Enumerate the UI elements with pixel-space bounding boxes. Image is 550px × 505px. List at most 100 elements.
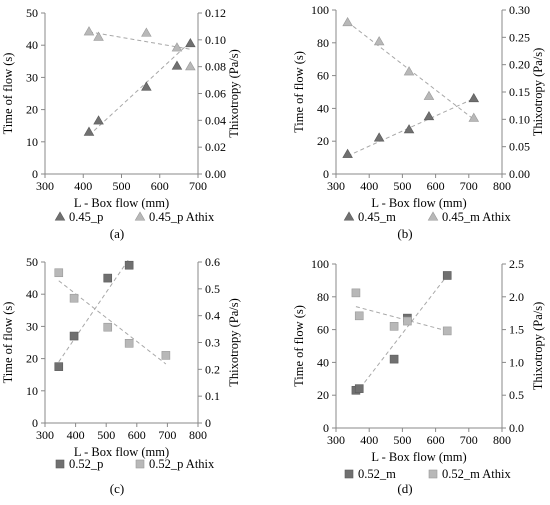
chart-panel-4: 300 400 500 600 700 800 0 20 40 60 80 100 0.0 0.5 1.0 1… xyxy=(292,257,545,496)
y-tick-label: 20 xyxy=(317,388,329,402)
data-point-series-2 xyxy=(351,288,361,298)
data-point-series-2 xyxy=(403,316,412,326)
data-point-series-2 xyxy=(124,339,134,348)
data-point-series-2 xyxy=(103,322,113,332)
y-tick-label: 50 xyxy=(26,255,38,269)
chart-panel-2: 300 400 500 600 700 800 0 20 40 60 80 100 0.00 0.05 0.… xyxy=(292,3,545,241)
x-tick-label: 800 xyxy=(493,179,511,193)
chart-panel-3: 300 400 500 600 700 8000102030405000.10.20.30… xyxy=(1,255,241,496)
y-axis-label: Time of flow (s) xyxy=(292,51,306,133)
trend-line-2 xyxy=(355,306,448,332)
data-point-series-2 xyxy=(161,351,171,360)
y2-tick-label: 0.4 xyxy=(205,309,220,323)
legend-marker xyxy=(427,211,439,221)
data-point-series-1 xyxy=(185,37,196,48)
y-tick-label: 40 xyxy=(26,287,38,301)
data-point-series-2 xyxy=(403,66,415,76)
trend-line-2 xyxy=(58,280,167,365)
y-tick-label: 20 xyxy=(26,103,38,117)
y-tick-label: 60 xyxy=(317,323,329,337)
x-tick-label: 300 xyxy=(327,179,345,193)
y-tick-label: 30 xyxy=(26,319,38,333)
x-axis-label: L - Box flow (mm) xyxy=(371,450,466,464)
legend-marker xyxy=(55,459,65,469)
y2-tick-label: 1.5 xyxy=(509,323,524,337)
trend-line-1 xyxy=(88,41,191,136)
legend-marker xyxy=(134,211,146,221)
data-point-series-2 xyxy=(389,322,399,331)
y-tick-label: 100 xyxy=(311,3,329,17)
y-tick-label: 80 xyxy=(317,36,329,50)
data-point-series-1 xyxy=(403,124,415,134)
legend-label: 0.45_m Athix xyxy=(442,210,512,224)
legend-marker xyxy=(344,469,354,479)
data-point-series-1 xyxy=(103,273,113,283)
y2-tick-label: 0.2 xyxy=(205,362,220,376)
data-point-series-1 xyxy=(373,132,385,142)
y2-tick-label: 0.5 xyxy=(205,282,220,296)
legend-label: 0.45_m xyxy=(358,210,396,224)
y-tick-label: 30 xyxy=(26,70,38,84)
trend-line-1 xyxy=(347,98,474,157)
data-point-series-1 xyxy=(69,331,79,341)
legend-marker xyxy=(343,211,355,221)
data-point-series-1 xyxy=(423,110,435,121)
y-tick-label: 40 xyxy=(317,101,329,115)
x-tick-label: 600 xyxy=(427,179,445,193)
legend-marker xyxy=(54,211,66,221)
y2-tick-label: 0.0 xyxy=(509,421,524,435)
x-tick-label: 800 xyxy=(189,428,207,442)
y-tick-label: 0 xyxy=(323,167,329,181)
data-point-series-2 xyxy=(83,26,95,36)
data-point-series-1 xyxy=(93,115,104,125)
legend-label: 0.52_p Athix xyxy=(149,457,215,471)
panel-label: (d) xyxy=(397,481,412,496)
data-point-series-2 xyxy=(69,293,79,303)
y2-tick-label: 0.15 xyxy=(509,85,530,99)
y2-tick-label: 0.00 xyxy=(509,167,530,181)
y-tick-label: 40 xyxy=(26,38,38,52)
x-axis-label: L - Box flow (mm) xyxy=(371,196,466,210)
y-tick-label: 60 xyxy=(317,69,329,83)
y2-axis-label: Thixotropy (Pa/s) xyxy=(531,48,545,137)
y2-tick-label: 0.12 xyxy=(205,6,226,20)
x-tick-label: 500 xyxy=(393,433,411,447)
y2-tick-label: 2.0 xyxy=(509,290,524,304)
data-point-series-1 xyxy=(389,354,399,364)
data-point-series-1 xyxy=(442,271,452,280)
data-point-series-1 xyxy=(124,260,134,270)
data-point-series-1 xyxy=(354,384,364,393)
data-point-series-2 xyxy=(141,27,152,37)
data-point-series-1 xyxy=(141,81,152,91)
x-axis-label: L - Box flow (mm) xyxy=(74,445,169,459)
data-point-series-2 xyxy=(171,42,183,52)
y2-tick-label: 0.1 xyxy=(205,389,220,403)
y-tick-label: 100 xyxy=(311,257,329,271)
panel-label: (c) xyxy=(110,481,124,496)
y-tick-label: 20 xyxy=(317,134,329,148)
x-tick-label: 700 xyxy=(158,428,176,442)
data-point-series-2 xyxy=(93,31,104,41)
y2-tick-label: 0.02 xyxy=(205,140,226,154)
x-tick-label: 400 xyxy=(67,428,85,442)
legend-marker xyxy=(135,459,145,469)
y2-tick-label: 1.0 xyxy=(509,355,524,369)
trend-line-2 xyxy=(88,31,191,50)
x-tick-label: 800 xyxy=(493,433,511,447)
y-tick-label: 10 xyxy=(26,384,38,398)
data-point-series-2 xyxy=(342,16,353,27)
data-point-series-1 xyxy=(83,126,95,136)
y2-tick-label: 0.00 xyxy=(205,167,226,181)
legend-label: 0.52_p xyxy=(69,457,103,471)
x-tick-label: 400 xyxy=(74,179,92,193)
y2-tick-label: 0.08 xyxy=(205,60,226,74)
y-tick-label: 0 xyxy=(323,421,329,435)
y2-tick-label: 0.04 xyxy=(205,113,226,127)
trend-line-1 xyxy=(58,258,130,363)
data-point-series-1 xyxy=(171,60,183,70)
y-axis-label: Time of flow (s) xyxy=(292,305,306,387)
data-point-series-2 xyxy=(54,268,64,278)
panel-label: (a) xyxy=(110,226,124,241)
y2-tick-label: 0.5 xyxy=(509,388,524,402)
x-tick-label: 700 xyxy=(460,433,478,447)
